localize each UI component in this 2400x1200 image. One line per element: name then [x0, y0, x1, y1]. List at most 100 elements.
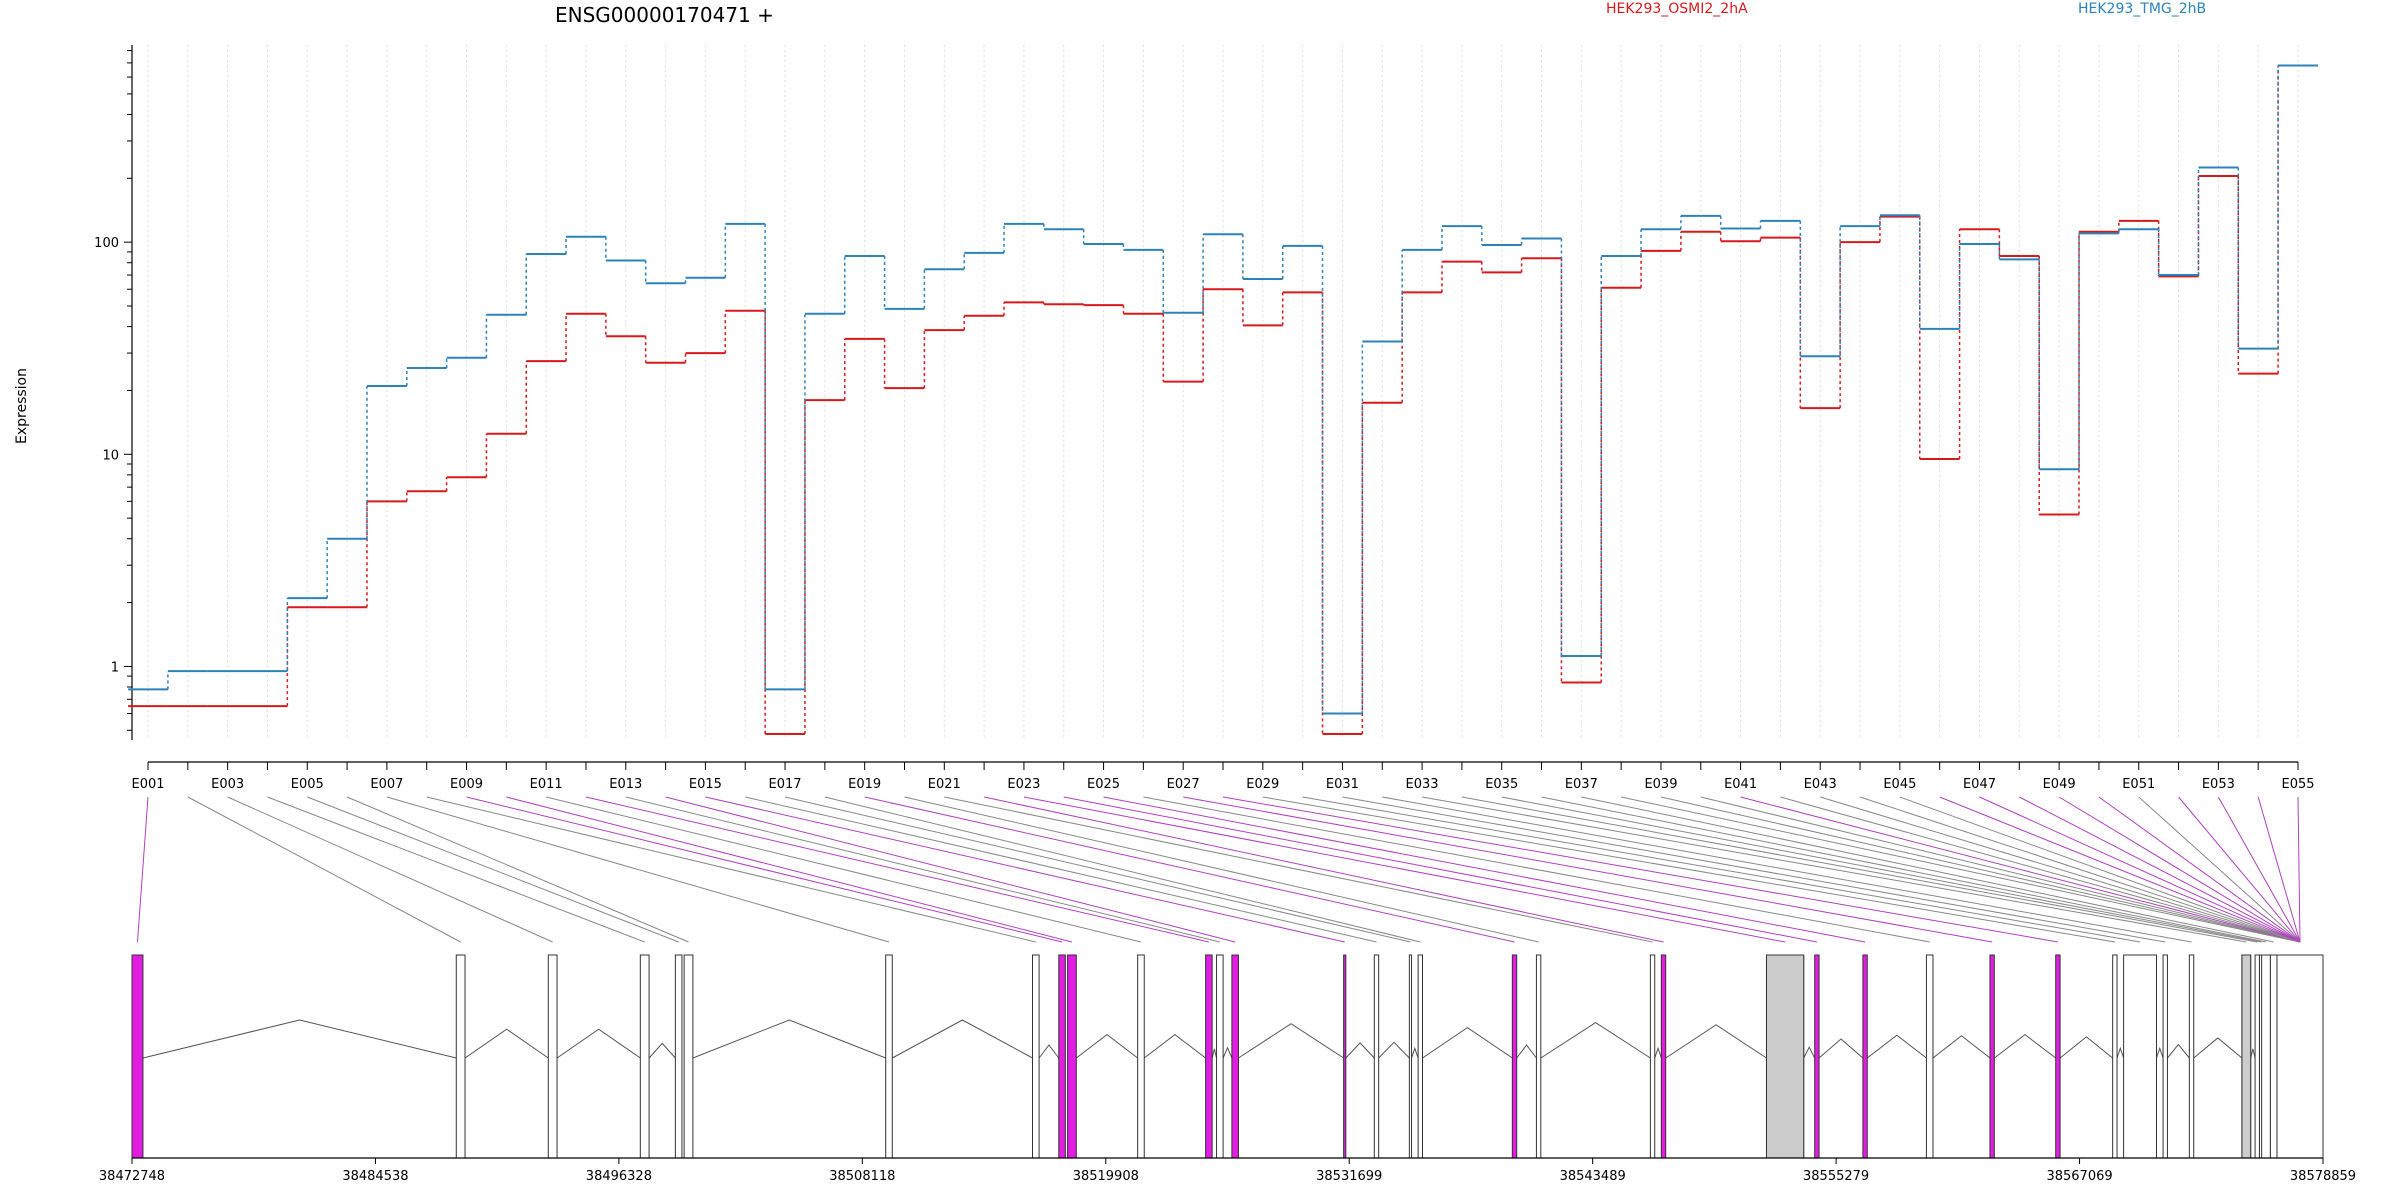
connector-e031 — [1342, 796, 2166, 943]
connector-e013 — [625, 796, 1220, 943]
x-tick-label: E039 — [1644, 777, 1677, 792]
x-tick-label: E031 — [1326, 777, 1359, 792]
connector-e010 — [506, 796, 1073, 943]
connector-e033 — [1421, 796, 2247, 943]
connector-e037 — [1581, 796, 2274, 943]
intron-line — [1994, 1034, 2057, 1059]
intron-line — [1818, 1038, 1864, 1059]
connector-e008 — [426, 796, 1036, 943]
x-tick-label: E001 — [131, 777, 164, 792]
exon-block — [1216, 954, 1224, 1159]
intron-line — [1866, 1034, 1927, 1059]
exon-block — [1408, 954, 1413, 1159]
connector-e004 — [267, 796, 645, 943]
connector-e021 — [944, 796, 1653, 943]
x-tick-label: E047 — [1963, 777, 1996, 792]
x-tick-label: E053 — [2202, 777, 2235, 792]
x-tick-label: E043 — [1804, 777, 1837, 792]
intron-line — [692, 1019, 886, 1059]
intron-line — [1143, 1034, 1206, 1059]
exon-block — [1765, 954, 1805, 1159]
exon-block — [683, 954, 694, 1159]
exon-block — [1862, 954, 1868, 1159]
connector-e043 — [1820, 796, 2301, 943]
connector-e007 — [386, 796, 890, 943]
connector-e055 — [2297, 796, 2301, 943]
connector-e053 — [2217, 796, 2301, 943]
intron-line — [892, 1019, 1033, 1059]
intron-line — [1038, 1044, 1060, 1059]
connector-e045 — [1899, 796, 2301, 943]
genomic-tick-label: 38567069 — [2046, 1169, 2112, 1184]
legend-entry-series-2: HEK293_TMG_2hB — [2078, 1, 2206, 17]
x-tick-label: E011 — [530, 777, 563, 792]
connector-e006 — [346, 796, 689, 943]
connector-e014 — [665, 796, 1236, 943]
y-axis: 1 10 100 — [94, 45, 133, 740]
connector-e003 — [227, 796, 553, 943]
connector-e038 — [1621, 796, 2301, 943]
genomic-tick-label: 38531699 — [1316, 1169, 1382, 1184]
exon-block — [1649, 954, 1656, 1159]
connector-e034 — [1461, 796, 2258, 943]
connector-e039 — [1660, 796, 2301, 943]
connector-e001 — [136, 796, 149, 943]
vertical-gridlines — [147, 45, 2299, 740]
x-tick-label: E029 — [1246, 777, 1279, 792]
connector-e002 — [187, 796, 461, 943]
exon-block — [2261, 954, 2271, 1159]
exon-block — [131, 954, 144, 1159]
connector-e026 — [1143, 796, 1930, 943]
connector-e020 — [904, 796, 1539, 943]
intron-line — [142, 1019, 457, 1059]
y-tick-label: 10 — [102, 448, 119, 463]
x-tick-label: E013 — [609, 777, 642, 792]
intron-line — [1345, 1042, 1375, 1059]
connector-e047 — [1979, 796, 2301, 943]
genomic-tick-label: 38543489 — [1560, 1169, 1626, 1184]
exon-connector-lines — [136, 796, 2301, 943]
exon-block — [1511, 954, 1518, 1159]
intron-line — [1211, 1048, 1218, 1059]
connector-e049 — [2058, 796, 2301, 943]
exon-block — [1989, 954, 1995, 1159]
intron-line — [464, 1028, 549, 1059]
intron-line — [2116, 1046, 2125, 1059]
intron-line — [1540, 1022, 1651, 1059]
intron-line — [648, 1042, 676, 1059]
x-tick-label: E055 — [2281, 777, 2314, 792]
connector-e051 — [2138, 796, 2301, 943]
connector-e015 — [705, 796, 1345, 943]
genomic-tick-label: 38519908 — [1073, 1169, 1139, 1184]
connector-e017 — [784, 796, 1411, 943]
intron-line — [556, 1028, 641, 1059]
intron-line — [2059, 1036, 2113, 1059]
exon-block — [2162, 954, 2168, 1159]
intron-line — [2193, 1037, 2243, 1059]
connector-e005 — [307, 796, 679, 943]
connector-e023 — [1023, 796, 1786, 943]
x-tick-label: E019 — [848, 777, 881, 792]
connector-e042 — [1780, 796, 2301, 943]
exon-block — [2123, 954, 2157, 1159]
exon-block — [1417, 954, 1423, 1159]
intron-line — [1665, 1024, 1767, 1059]
exon-block — [1373, 954, 1380, 1159]
exon-block — [1032, 954, 1040, 1159]
genomic-tick-label: 38508118 — [829, 1169, 895, 1184]
x-tick-label: E005 — [291, 777, 324, 792]
intron-line — [1411, 1046, 1419, 1059]
y-axis-label: Expression — [14, 368, 30, 444]
exon-block — [2241, 954, 2252, 1159]
exon-block — [2055, 954, 2061, 1159]
exon-block — [1058, 954, 1066, 1159]
connector-e029 — [1262, 796, 2115, 943]
x-tick-label: E015 — [689, 777, 722, 792]
intron-line — [1654, 1046, 1662, 1059]
genomic-tick-label: 38484538 — [342, 1169, 408, 1184]
connector-e018 — [824, 796, 1421, 943]
connector-e035 — [1501, 796, 2262, 943]
genomic-tick-label: 38578859 — [2290, 1169, 2356, 1184]
x-tick-label: E033 — [1406, 777, 1439, 792]
exon-block — [1137, 954, 1145, 1159]
